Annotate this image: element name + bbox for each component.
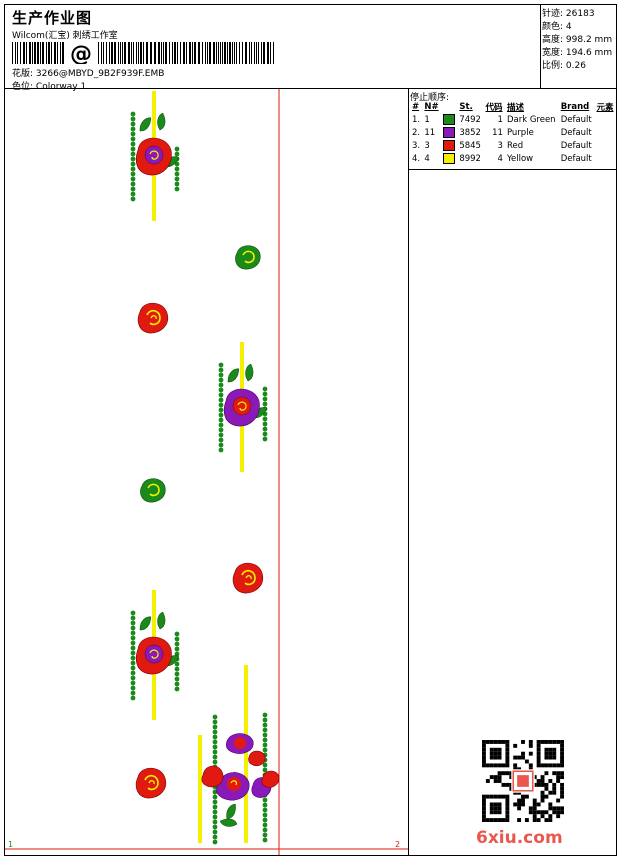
table-row: 3. 3 5845 3 Red Default [410, 139, 616, 152]
red-rose [137, 302, 169, 334]
purple-rose-motif [224, 342, 268, 472]
barcode-char: @ [70, 42, 92, 64]
row-needle: 3 [424, 140, 430, 151]
row-element [594, 126, 616, 139]
row-description: Purple [506, 127, 534, 138]
design-file-row: 花版: 3266@MBYD_9B2F939F.EMB [12, 66, 164, 79]
col-index: # [412, 102, 420, 112]
table-row: 4. 4 8992 4 Yellow Default [410, 152, 616, 165]
header-divider [4, 88, 617, 89]
row-swatch [441, 139, 457, 152]
red-rose [135, 767, 167, 799]
stops-divider [408, 169, 617, 170]
stat-label: 高度: [542, 35, 564, 45]
row-code: 3 [497, 140, 503, 151]
col-swatch [441, 101, 457, 113]
embroidery-canvas: 1 2 [5, 89, 408, 855]
col-stitches: St. [459, 102, 473, 112]
sheet-frame [4, 4, 617, 856]
row-swatch [441, 126, 457, 139]
stats-panel: 针迹: 26183 颜色: 4 高度: 998.2 mm 宽度: 194.6 m… [540, 5, 616, 88]
page-title: 生产作业图 [12, 9, 93, 27]
row-description: Dark Green [506, 114, 556, 125]
stat-width: 宽度: 194.6 mm [542, 45, 612, 58]
bouquet [198, 665, 280, 843]
row-swatch [441, 152, 457, 165]
col-description: 描述 [506, 103, 524, 113]
col-brand: Brand [560, 102, 590, 112]
stop-sequence-table: # N# St. 代码 描述 Brand 元素 1. 1 7492 1 Dark Gre… [410, 101, 616, 165]
design-preview: 1 2 [5, 89, 409, 855]
qr-code [482, 740, 564, 822]
green-rose [139, 477, 167, 503]
row-brand: Default [560, 114, 592, 125]
stat-value: 998.2 mm [565, 35, 613, 45]
row-element [594, 113, 616, 126]
stat-value: 4 [565, 22, 572, 32]
watermark-logo: 6xiu.com [476, 828, 563, 848]
marker-end: 2 [395, 840, 400, 849]
red-rose [232, 562, 264, 594]
rose-motif [136, 590, 180, 720]
row-code: 11 [492, 127, 503, 138]
row-code: 1 [497, 114, 503, 125]
design-label: 花版: [12, 69, 34, 79]
row-brand: Default [560, 140, 592, 151]
row-index: 4. [412, 153, 421, 164]
row-stitches: 5845 [459, 140, 481, 151]
stat-value: 26183 [565, 9, 595, 19]
row-stitches: 7492 [459, 114, 481, 125]
row-code: 4 [497, 153, 503, 164]
stat-label: 比例: [542, 61, 564, 71]
header-info: 生产作业图 Wilcom(汇宝) 刺绣工作室 @ 花版: 3266@MBYD_9… [5, 5, 541, 92]
colorway-row: 色位: Colorway 1 [12, 79, 86, 92]
design-file: 3266@MBYD_9B2F939F.EMB [35, 69, 165, 79]
colorway-value: Colorway 1 [35, 82, 87, 92]
stat-colors: 颜色: 4 [542, 19, 572, 32]
table-row: 2. 11 3852 11 Purple Default [410, 126, 616, 139]
subtitle: Wilcom(汇宝) 刺绣工作室 [12, 31, 118, 41]
row-needle: 11 [424, 127, 436, 138]
stat-label: 针迹: [542, 9, 564, 19]
row-element [594, 139, 616, 152]
row-description: Red [506, 140, 524, 151]
green-rose [234, 244, 262, 270]
stat-stitches: 针迹: 26183 [542, 6, 595, 19]
row-needle: 1 [424, 114, 430, 125]
row-needle: 4 [424, 153, 430, 164]
barcode: @ [12, 42, 274, 64]
row-index: 2. [412, 127, 421, 138]
bead-columns [130, 111, 268, 845]
stat-height: 高度: 998.2 mm [542, 32, 612, 45]
row-brand: Default [560, 153, 592, 164]
row-stitches: 8992 [459, 153, 481, 164]
col-needle: N# [424, 102, 439, 112]
stat-value: 0.26 [565, 61, 586, 71]
row-index: 1. [412, 114, 421, 125]
color-swatch [443, 153, 455, 164]
stat-scale: 比例: 0.26 [542, 58, 586, 71]
color-swatch [443, 127, 455, 138]
table-header-row: # N# St. 代码 描述 Brand 元素 [410, 101, 616, 113]
row-element [594, 152, 616, 165]
rose-motif [136, 91, 180, 221]
colorway-label: 色位: [12, 82, 34, 92]
stat-value: 194.6 mm [565, 48, 613, 58]
row-swatch [441, 113, 457, 126]
stat-label: 颜色: [542, 22, 564, 32]
color-swatch [443, 114, 455, 125]
row-brand: Default [560, 127, 592, 138]
col-code: 代码 [485, 103, 503, 113]
row-stitches: 3852 [459, 127, 481, 138]
col-element: 元素 [596, 103, 614, 113]
stop-sequence-title: 停止顺序: [410, 93, 450, 103]
table-row: 1. 1 7492 1 Dark Green Default [410, 113, 616, 126]
color-swatch [443, 140, 455, 151]
stat-label: 宽度: [542, 48, 564, 58]
marker-start: 1 [8, 840, 13, 849]
row-description: Yellow [506, 153, 534, 164]
row-index: 3. [412, 140, 421, 151]
